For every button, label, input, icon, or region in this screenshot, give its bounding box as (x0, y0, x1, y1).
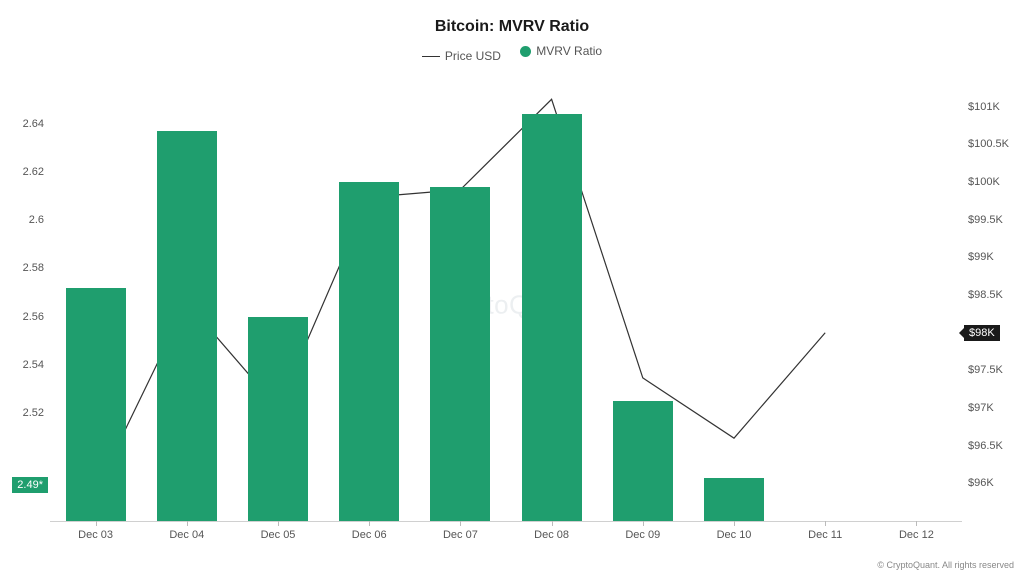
y-left-tick: 2.56 (23, 311, 50, 323)
y-right-tick: $101K (962, 101, 1000, 113)
x-label: Dec 04 (169, 521, 204, 541)
mvrv-bar (339, 182, 399, 521)
y-right-tick: $98.5K (962, 289, 1003, 301)
y-left-tick: 2.6 (29, 214, 50, 226)
plot-area: 2.522.542.562.582.62.622.64$96K$96.5K$97… (50, 88, 962, 522)
x-label: Dec 12 (899, 521, 934, 541)
y-right-tick: $97K (962, 402, 994, 414)
x-label: Dec 06 (352, 521, 387, 541)
legend-line-label: Price USD (445, 49, 501, 63)
y-right-tick: $99.5K (962, 214, 1003, 226)
right-axis-marker: $98K (964, 325, 1000, 341)
legend-item-bar: MVRV Ratio (520, 44, 602, 58)
legend-line-swatch (422, 56, 440, 57)
y-right-tick: $100.5K (962, 138, 1009, 150)
left-axis-marker: 2.49* (12, 477, 48, 493)
x-label: Dec 08 (534, 521, 569, 541)
y-left-tick: 2.52 (23, 407, 50, 419)
mvrv-bar (522, 114, 582, 521)
legend-bar-swatch (520, 46, 531, 57)
y-left-tick: 2.62 (23, 166, 50, 178)
x-label: Dec 07 (443, 521, 478, 541)
y-left-tick: 2.64 (23, 118, 50, 130)
y-left-tick: 2.54 (23, 359, 50, 371)
chart-area: CryptoQuant 2.522.542.562.582.62.622.64$… (50, 88, 962, 522)
mvrv-bar (430, 187, 490, 521)
x-label: Dec 10 (717, 521, 752, 541)
legend-item-line: Price USD (422, 49, 501, 63)
mvrv-bar (66, 288, 126, 521)
x-label: Dec 05 (261, 521, 296, 541)
y-right-tick: $97.5K (962, 364, 1003, 376)
mvrv-bar (613, 401, 673, 521)
y-right-tick: $96K (962, 477, 994, 489)
x-label: Dec 11 (808, 521, 842, 541)
x-label: Dec 03 (78, 521, 113, 541)
y-right-tick: $96.5K (962, 440, 1003, 452)
chart-title: Bitcoin: MVRV Ratio (0, 0, 1024, 36)
legend-bar-label: MVRV Ratio (536, 44, 602, 58)
legend: Price USD MVRV Ratio (0, 44, 1024, 63)
mvrv-bar (248, 317, 308, 521)
mvrv-bar (704, 478, 764, 521)
y-left-tick: 2.58 (23, 262, 50, 274)
y-right-tick: $100K (962, 176, 1000, 188)
y-right-tick: $99K (962, 251, 994, 263)
x-label: Dec 09 (625, 521, 660, 541)
credit-text: © CryptoQuant. All rights reserved (877, 560, 1014, 570)
mvrv-bar (157, 131, 217, 521)
